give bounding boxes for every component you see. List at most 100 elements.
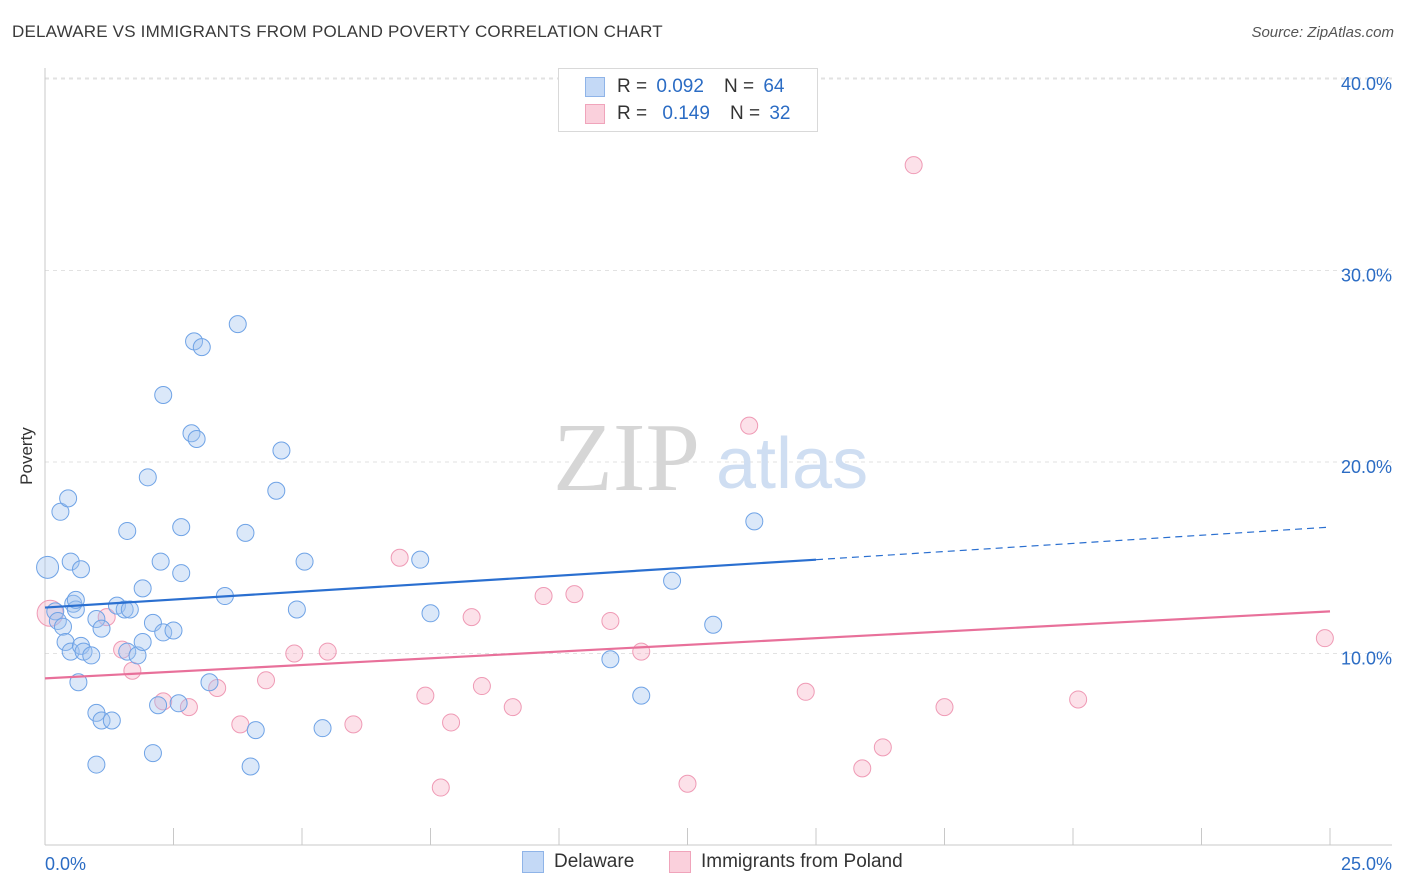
delaware-point <box>115 600 134 619</box>
delaware-point <box>172 564 191 583</box>
delaware-point <box>118 521 137 540</box>
r-label: R = <box>617 76 648 97</box>
delaware-point <box>632 686 651 705</box>
delaware-point <box>295 552 314 571</box>
delaware-point <box>246 721 265 740</box>
poland-point <box>935 698 954 717</box>
delaware-point <box>169 694 188 713</box>
delaware-point <box>61 552 80 571</box>
legend-poland: Immigrants from Poland <box>669 851 903 873</box>
gridlines <box>45 77 1392 654</box>
delaware-point <box>663 571 682 590</box>
delaware-point <box>82 646 101 665</box>
delaware-point <box>87 755 106 774</box>
stats-legend: R = 0.092 N = 64 R = 0.149 N = 32 <box>558 68 818 132</box>
chart-title: DELAWARE VS IMMIGRANTS FROM POLAND POVER… <box>12 22 663 41</box>
poland-point <box>796 682 815 701</box>
delaware-point <box>164 621 183 640</box>
delaware-point <box>411 550 430 569</box>
r-value: 0.092 <box>656 76 704 97</box>
delaware-point <box>154 385 173 404</box>
tick-labels: 10.0% 20.0% 30.0% 40.0% 0.0% 25.0% <box>45 74 1392 874</box>
poland-point <box>904 156 923 175</box>
poland-swatch <box>585 104 605 124</box>
poland-point <box>632 642 651 661</box>
poland-point <box>416 686 435 705</box>
delaware-point <box>92 619 111 638</box>
delaware-point <box>236 523 255 542</box>
poland-point <box>503 698 522 717</box>
delaware-point <box>187 430 206 449</box>
poland-point <box>123 661 142 680</box>
delaware-point <box>143 744 162 763</box>
delaware-point <box>182 424 201 443</box>
delaware-trend-extension <box>815 526 1331 561</box>
poland-point <box>601 611 620 630</box>
delaware-point <box>51 502 70 521</box>
poland-point <box>231 715 250 734</box>
delaware-point <box>421 604 440 623</box>
delaware-point <box>133 579 152 598</box>
delaware-point <box>53 617 72 636</box>
n-label: N = <box>723 76 755 97</box>
delaware-point <box>192 338 211 357</box>
poland-point <box>431 778 450 797</box>
delaware-point <box>313 719 332 738</box>
delaware-point <box>59 489 78 508</box>
watermark-atlas: atlas <box>716 424 868 504</box>
y-tick-label: 10.0% <box>1341 649 1392 669</box>
delaware-point <box>102 711 121 730</box>
r-label: R = <box>617 103 648 124</box>
delaware-point <box>241 757 260 776</box>
poland-point <box>285 644 304 663</box>
trend-lines <box>44 526 1331 680</box>
delaware-point <box>36 555 60 579</box>
delaware-point <box>56 633 75 652</box>
delaware-point <box>118 642 137 661</box>
poland-point <box>472 677 491 696</box>
poland-point <box>179 698 198 717</box>
legend-delaware: Delaware <box>522 851 634 873</box>
delaware-trend-line <box>44 558 817 609</box>
n-label: N = <box>729 103 761 124</box>
delaware-point <box>71 560 90 579</box>
r-value: 0.149 <box>662 103 710 124</box>
y-tick-label: 40.0% <box>1341 74 1392 94</box>
delaware-point <box>149 696 168 715</box>
poland-point <box>678 774 697 793</box>
poland-point <box>442 713 461 732</box>
poland-point <box>390 548 409 567</box>
poland-point <box>853 759 872 778</box>
poland-point <box>534 587 553 606</box>
poland-swatch <box>669 851 691 873</box>
n-value: 32 <box>769 103 791 124</box>
delaware-point <box>704 615 723 634</box>
y-tick-label: 30.0% <box>1341 266 1392 286</box>
delaware-points <box>36 315 764 776</box>
delaware-point <box>228 315 247 334</box>
delaware-swatch <box>585 77 605 97</box>
poland-point <box>318 642 337 661</box>
delaware-point <box>87 610 106 629</box>
delaware-point <box>133 633 152 652</box>
y-tick-label: 20.0% <box>1341 457 1392 477</box>
legend-delaware-label: Delaware <box>554 851 635 872</box>
delaware-point <box>601 650 620 669</box>
delaware-point <box>61 642 80 661</box>
poland-point <box>740 416 759 435</box>
watermark-zip: ZIP <box>553 404 700 512</box>
poland-point <box>257 671 276 690</box>
delaware-point <box>66 590 85 609</box>
delaware-point <box>287 600 306 619</box>
poland-point <box>1315 629 1334 648</box>
watermark: ZIP atlas <box>553 404 868 512</box>
delaware-swatch <box>522 851 544 873</box>
poland-point <box>344 715 363 734</box>
x-tick-label-max: 25.0% <box>1341 854 1392 874</box>
delaware-point <box>128 646 147 665</box>
legend-poland-label: Immigrants from Poland <box>701 851 903 872</box>
delaware-point <box>745 512 764 531</box>
poland-point <box>873 738 892 757</box>
delaware-point <box>172 518 191 537</box>
